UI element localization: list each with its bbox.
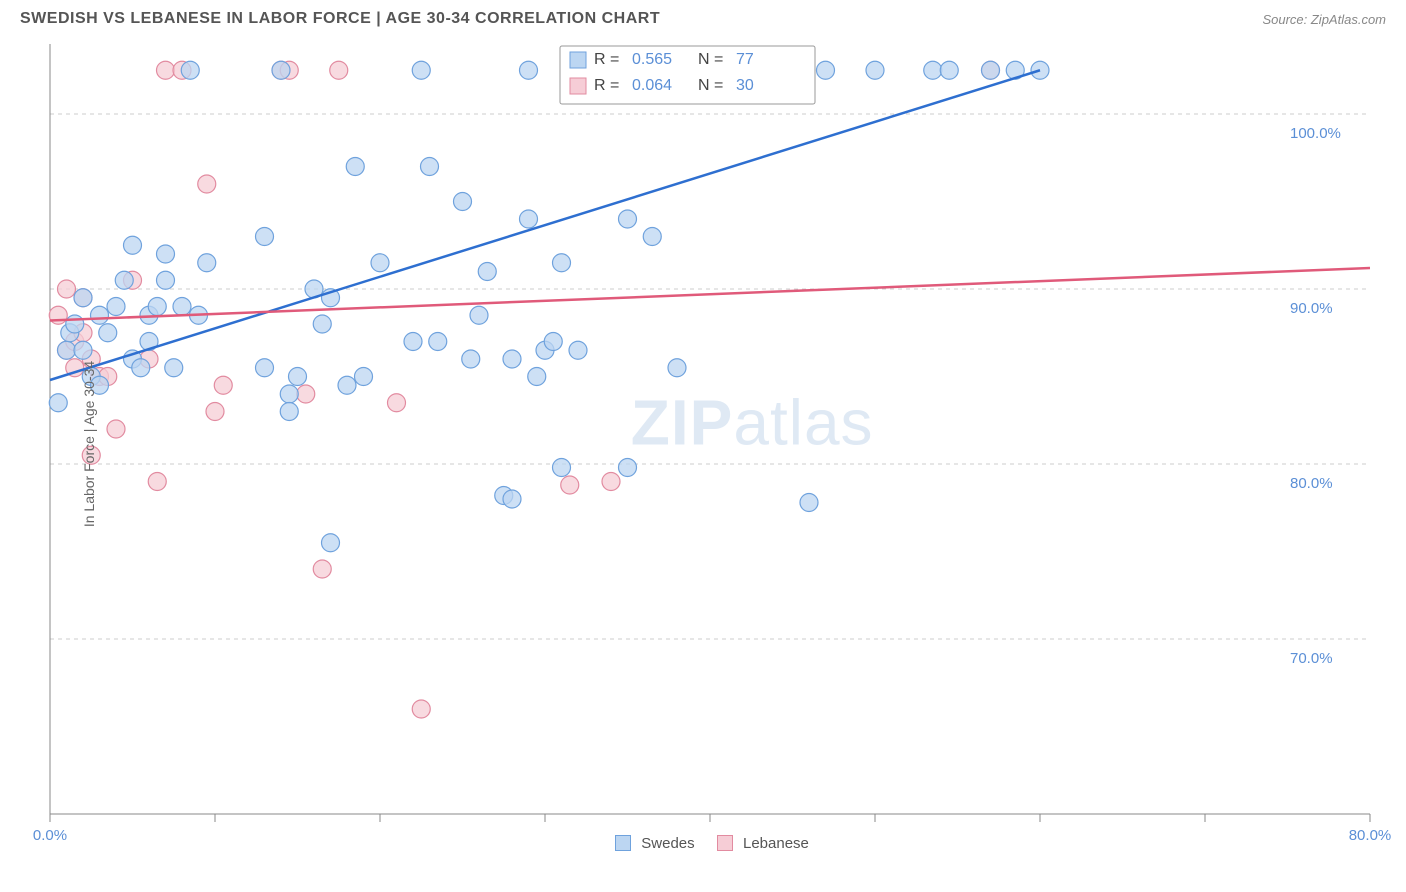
- svg-text:R =: R =: [594, 77, 619, 94]
- swedes-swatch: [615, 835, 631, 851]
- svg-text:0.064: 0.064: [632, 77, 672, 94]
- svg-text:N =: N =: [698, 77, 723, 94]
- source-label: Source: ZipAtlas.com: [1262, 12, 1386, 27]
- lebanese-legend-label: Lebanese: [743, 835, 809, 852]
- svg-text:77: 77: [736, 51, 754, 68]
- swedes-legend-label: Swedes: [641, 835, 694, 852]
- svg-text:30: 30: [736, 77, 754, 94]
- chart-area: In Labor Force | Age 30-34 70.0%80.0%90.…: [0, 34, 1406, 854]
- svg-text:80.0%: 80.0%: [1290, 475, 1333, 492]
- scatter-chart: 70.0%80.0%90.0%100.0%0.0%80.0%ZIPatlasR …: [0, 34, 1406, 854]
- chart-title: SWEDISH VS LEBANESE IN LABOR FORCE | AGE…: [20, 10, 660, 28]
- svg-text:100.0%: 100.0%: [1290, 125, 1341, 142]
- lebanese-swatch: [717, 835, 733, 851]
- svg-text:R =: R =: [594, 51, 619, 68]
- svg-text:ZIPatlas: ZIPatlas: [631, 386, 874, 458]
- bottom-legend: Swedes Lebanese: [0, 835, 1406, 852]
- svg-text:N =: N =: [698, 51, 723, 68]
- svg-text:90.0%: 90.0%: [1290, 300, 1333, 317]
- svg-text:70.0%: 70.0%: [1290, 650, 1333, 667]
- y-axis-label: In Labor Force | Age 30-34: [81, 361, 97, 527]
- svg-text:0.565: 0.565: [632, 51, 672, 68]
